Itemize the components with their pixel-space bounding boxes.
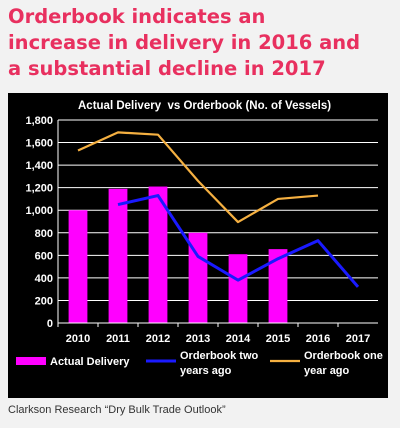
y-tick-label: 600 xyxy=(35,250,53,262)
chart: Actual Delivery vs Orderbook (No. of Ves… xyxy=(8,93,388,398)
legend-label-orderbook-two-years: Orderbook two xyxy=(180,350,259,362)
y-tick-label: 1,600 xyxy=(25,138,53,150)
x-tick-label: 2010 xyxy=(66,333,90,345)
legend-swatch-actual-delivery xyxy=(16,357,46,365)
x-tick-label: 2017 xyxy=(346,333,370,345)
y-tick-label: 1,400 xyxy=(25,160,53,172)
bar xyxy=(109,189,128,323)
legend-label-orderbook-two-years: years ago xyxy=(180,365,232,377)
headline-line-3: a substantial decline in 2017 xyxy=(8,56,396,82)
y-tick-label: 0 xyxy=(47,318,53,330)
bar xyxy=(229,254,248,323)
chart-title: Actual Delivery vs Orderbook (No. of Ves… xyxy=(78,100,331,112)
x-tick-label: 2011 xyxy=(106,333,130,345)
x-tick-label: 2016 xyxy=(306,333,330,345)
y-tick-label: 1,200 xyxy=(25,183,53,195)
x-tick-label: 2015 xyxy=(266,333,290,345)
grid-lines xyxy=(58,120,378,323)
headline-line-2: increase in delivery in 2016 and xyxy=(8,30,396,56)
chart-panel: Actual Delivery vs Orderbook (No. of Ves… xyxy=(8,93,388,398)
x-tick-label: 2012 xyxy=(146,333,170,345)
source-note: Clarkson Research “Dry Bulk Trade Outloo… xyxy=(8,404,226,416)
y-tick-label: 1,000 xyxy=(25,205,53,217)
headline-line-1: Orderbook indicates an xyxy=(8,4,396,30)
y-tick-label: 200 xyxy=(35,295,53,307)
bars xyxy=(69,187,288,323)
bar xyxy=(69,210,88,323)
x-tick-label: 2014 xyxy=(226,333,251,345)
legend-label-actual-delivery: Actual Delivery xyxy=(50,356,130,368)
y-tick-label: 400 xyxy=(35,273,53,285)
legend: Actual Delivery Orderbook two years ago Ord… xyxy=(16,350,383,377)
y-tick-label: 1,800 xyxy=(25,115,53,127)
legend-label-orderbook-one-year: year ago xyxy=(304,365,350,377)
legend-label-orderbook-one-year: Orderbook one xyxy=(304,350,383,362)
x-tick-label: 2013 xyxy=(186,333,210,345)
y-tick-label: 800 xyxy=(35,228,53,240)
headline: Orderbook indicates an increase in deliv… xyxy=(8,4,396,82)
